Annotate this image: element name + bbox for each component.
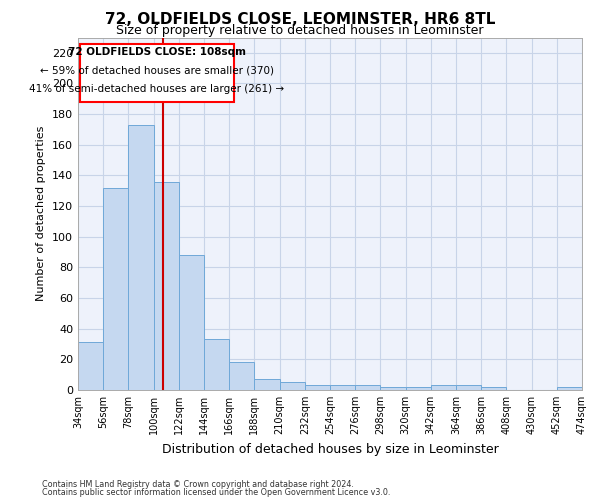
Y-axis label: Number of detached properties: Number of detached properties [37, 126, 46, 302]
Bar [481, 387, 506, 390]
Bar [557, 387, 582, 390]
Text: Contains HM Land Registry data © Crown copyright and database right 2024.: Contains HM Land Registry data © Crown c… [42, 480, 354, 489]
Bar [280, 382, 305, 390]
Text: 72, OLDFIELDS CLOSE, LEOMINSTER, HR6 8TL: 72, OLDFIELDS CLOSE, LEOMINSTER, HR6 8TL [105, 12, 495, 26]
Bar [204, 340, 229, 390]
Bar [355, 386, 380, 390]
FancyBboxPatch shape [80, 44, 234, 102]
X-axis label: Distribution of detached houses by size in Leominster: Distribution of detached houses by size … [161, 442, 499, 456]
Text: 41% of semi-detached houses are larger (261) →: 41% of semi-detached houses are larger (… [29, 84, 284, 94]
Bar [103, 188, 128, 390]
Bar [456, 386, 481, 390]
Bar [305, 386, 330, 390]
Bar [406, 387, 431, 390]
Text: Size of property relative to detached houses in Leominster: Size of property relative to detached ho… [116, 24, 484, 37]
Bar [78, 342, 103, 390]
Bar [254, 380, 280, 390]
Text: Contains public sector information licensed under the Open Government Licence v3: Contains public sector information licen… [42, 488, 391, 497]
Text: ← 59% of detached houses are smaller (370): ← 59% of detached houses are smaller (37… [40, 66, 274, 76]
Bar [154, 182, 179, 390]
Bar [380, 387, 406, 390]
Bar [128, 125, 154, 390]
Bar [330, 386, 355, 390]
Bar [179, 255, 204, 390]
Bar [431, 386, 456, 390]
Text: 72 OLDFIELDS CLOSE: 108sqm: 72 OLDFIELDS CLOSE: 108sqm [68, 47, 246, 57]
Bar [229, 362, 254, 390]
